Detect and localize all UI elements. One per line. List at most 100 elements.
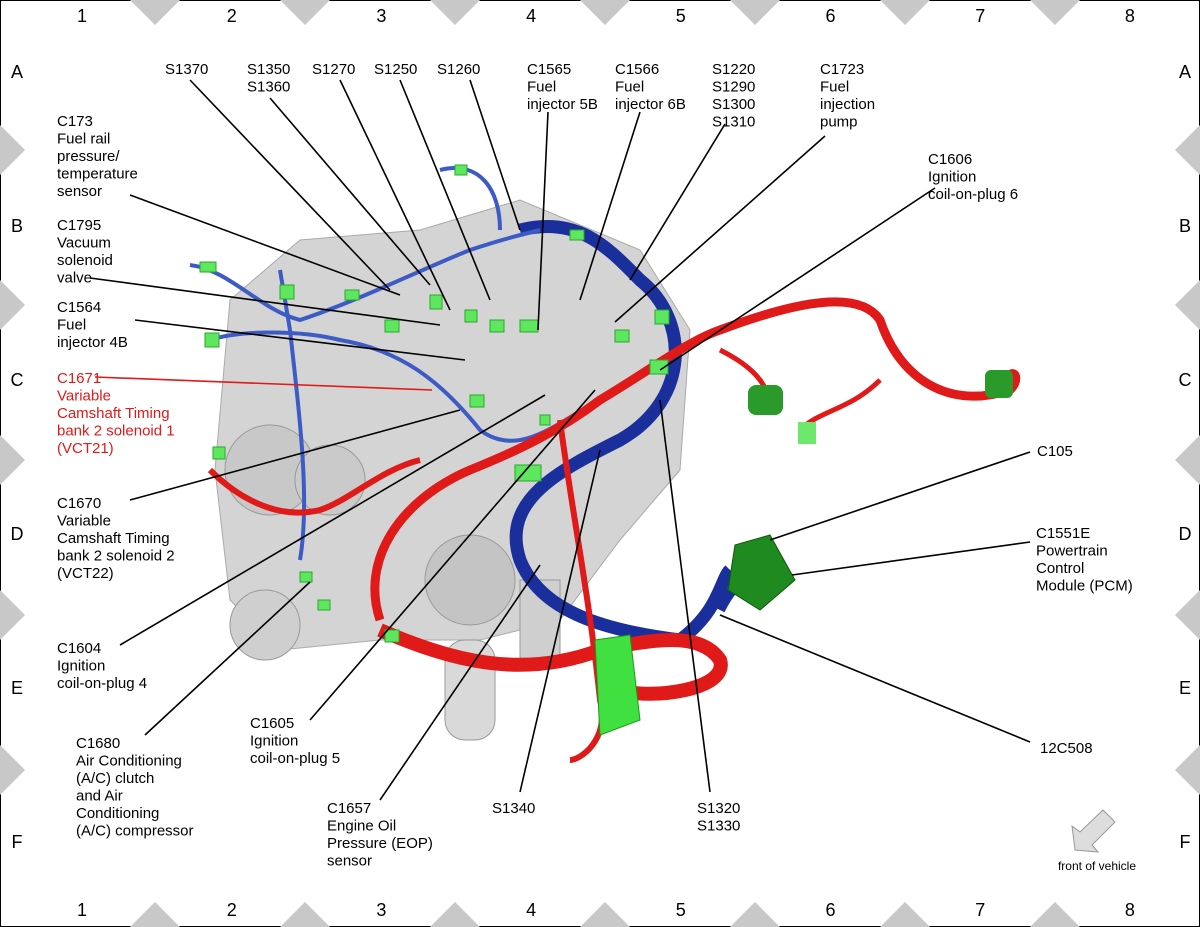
callout-line: pump [820, 114, 858, 131]
callout-line: C1565 [527, 61, 571, 78]
column-label: 2 [227, 900, 237, 920]
callout-line: Variable [57, 513, 111, 530]
callout-line: C1605 [250, 715, 294, 732]
callout-line: bank 2 solenoid 2 [57, 548, 175, 565]
callout-line: Ignition [250, 733, 298, 750]
column-label: 7 [975, 900, 985, 920]
callout-label: S1340 [492, 800, 535, 817]
grid-tab [0, 435, 25, 485]
column-label: 6 [825, 900, 835, 920]
callout-line: Control [1036, 560, 1084, 577]
leader-line [769, 451, 1031, 541]
callout-line: S1310 [712, 114, 755, 131]
callout-label: C1566 Fuel injector 6B [615, 61, 686, 113]
column-label: 8 [1125, 900, 1135, 920]
row-label: C [11, 370, 24, 390]
callout-line: C1723 [820, 61, 864, 78]
column-label: 4 [526, 900, 536, 920]
callout-line: S1320 [697, 800, 740, 817]
callout-line: Conditioning [76, 805, 159, 822]
front-arrow [1071, 809, 1116, 853]
callout-line: Engine Oil [327, 818, 396, 835]
grid-tab [430, 0, 480, 25]
callout-line: C1670 [57, 495, 101, 512]
callout-line: C1680 [76, 735, 120, 752]
row-label: C [1179, 370, 1192, 390]
grid-tab [1030, 0, 1080, 25]
column-label: 6 [825, 6, 835, 26]
grid-tab [130, 902, 180, 927]
callout-line: C1606 [928, 151, 972, 168]
callout-line: S1220 [712, 61, 755, 78]
row-label: B [1179, 216, 1191, 236]
leader-line [579, 111, 641, 301]
callout-line: Ignition [57, 658, 105, 675]
callout-line: sensor [327, 853, 372, 870]
leader-line [629, 123, 726, 281]
row-label: E [11, 678, 23, 698]
grid-tab [880, 902, 930, 927]
leader-line [309, 389, 596, 721]
grid-tab [1175, 125, 1200, 175]
row-label: A [1179, 62, 1191, 82]
column-label: 2 [227, 6, 237, 26]
callout-line: Camshaft Timing [57, 530, 170, 547]
grid-tab [1175, 745, 1200, 795]
leader-line [189, 79, 391, 291]
grid-tab [1175, 435, 1200, 485]
row-label: D [11, 524, 24, 544]
leader-line [791, 541, 1031, 576]
callout-line: Fuel [57, 317, 86, 334]
grid-tab [1175, 280, 1200, 330]
row-label: D [1179, 524, 1192, 544]
callout-line: sensor [57, 183, 102, 200]
callout-line: C1795 [57, 217, 101, 234]
row-label: F [1180, 832, 1191, 852]
callout-line: (VCT22) [57, 565, 114, 582]
row-label: A [11, 62, 23, 82]
callout-line: S1370 [165, 61, 208, 78]
callout-line: C173 [57, 113, 93, 130]
grid-tab [130, 0, 180, 25]
callout-line: Vacuum [57, 235, 111, 252]
leader-line [719, 614, 1031, 743]
callout-label: C1795 Vacuum solenoid valve [57, 217, 113, 287]
leader-line [537, 111, 549, 331]
grid-tab [580, 0, 630, 25]
callout-line: Fuel rail [57, 131, 110, 148]
callout-line: bank 2 solenoid 1 [57, 423, 175, 440]
grid-tab [0, 745, 25, 795]
callout-line: C1566 [615, 61, 659, 78]
column-label: 1 [77, 900, 87, 920]
leader-line [659, 187, 936, 371]
callout-label: S1350 S1360 [247, 61, 290, 96]
callout-label: S1250 [374, 61, 417, 78]
callout-line: S1330 [697, 818, 740, 835]
callout-line: C1551E [1036, 525, 1090, 542]
callout-line: C105 [1037, 443, 1073, 460]
callout-line: Ignition [928, 169, 976, 186]
grid-tab [730, 902, 780, 927]
callout-line: valve [57, 270, 92, 287]
leader-line [119, 394, 546, 646]
leader-line [659, 399, 711, 793]
callout-line: temperature [57, 166, 138, 183]
leader-line [129, 194, 401, 296]
column-label: 3 [376, 6, 386, 26]
callout-line: Pressure (EOP) [327, 835, 433, 852]
grid-tab [0, 590, 25, 640]
row-label: E [1179, 678, 1191, 698]
callout-line: S1250 [374, 61, 417, 78]
callout-line: Fuel [615, 79, 644, 96]
callout-label: C1723 Fuel injection pump [820, 61, 875, 131]
column-label: 8 [1125, 6, 1135, 26]
leader-line [469, 79, 521, 231]
callout-label: S1220 S1290 S1300 S1310 [712, 61, 755, 131]
grid-tab [0, 280, 25, 330]
leader-line [144, 581, 311, 736]
callout-label: 12C508 [1040, 740, 1093, 757]
callout-label: C1670 Variable Camshaft Timing bank 2 solen… [57, 495, 175, 582]
leader-line [269, 97, 431, 286]
